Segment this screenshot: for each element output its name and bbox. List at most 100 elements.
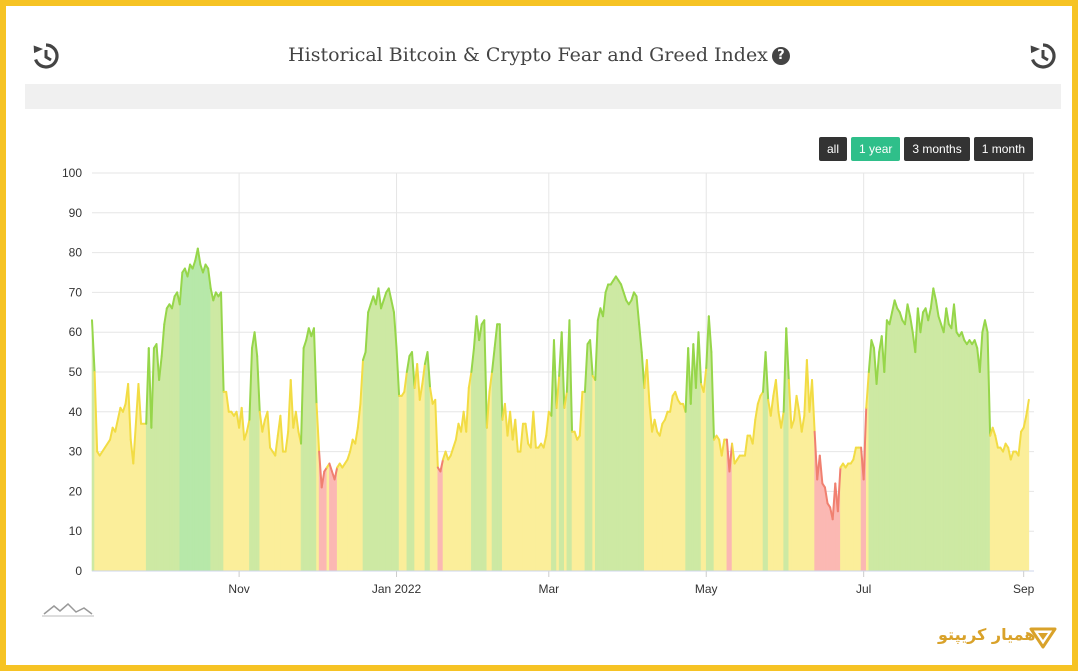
line-segment xyxy=(121,402,127,413)
line-segment xyxy=(978,331,984,373)
area-segment xyxy=(176,292,181,572)
line-segment xyxy=(364,311,370,354)
line-segment xyxy=(483,319,488,429)
line-segment xyxy=(669,394,674,413)
area-segment xyxy=(455,423,459,572)
line-segment xyxy=(245,418,251,433)
area-segment xyxy=(576,434,581,572)
area-segment xyxy=(463,411,467,572)
page-title: Historical Bitcoin & Crypto Fear and Gre… xyxy=(0,44,1078,66)
area-segment xyxy=(961,332,965,572)
range-button-all[interactable]: all xyxy=(819,137,848,161)
area-segment xyxy=(473,316,477,572)
area-segment xyxy=(298,431,302,572)
y-tick-label: 50 xyxy=(69,365,83,379)
line-segment xyxy=(568,319,574,433)
line-segment xyxy=(645,359,651,405)
area-segment xyxy=(445,451,449,572)
area-segment xyxy=(197,248,201,572)
line-segment xyxy=(418,382,424,401)
line-segment xyxy=(532,410,537,449)
range-button-1-year[interactable]: 1 year xyxy=(851,137,901,161)
area-segment xyxy=(935,300,939,572)
line-segment xyxy=(769,394,775,417)
line-segment xyxy=(638,323,643,354)
area-segment xyxy=(481,319,485,572)
area-segment xyxy=(669,395,673,572)
area-segment xyxy=(643,360,648,572)
area-segment xyxy=(238,407,242,572)
area-segment xyxy=(582,391,586,572)
area-segment xyxy=(623,292,627,572)
area-segment xyxy=(871,340,875,572)
line-segment xyxy=(805,359,811,413)
area-segment xyxy=(437,466,441,572)
line-segment xyxy=(720,438,726,457)
y-tick-label: 40 xyxy=(69,405,83,419)
line-segment xyxy=(377,287,383,310)
line-segment xyxy=(465,386,470,433)
range-button-1-month[interactable]: 1 month xyxy=(973,137,1034,161)
line-segment xyxy=(220,291,225,393)
line-segment xyxy=(421,363,426,385)
line-segment xyxy=(302,339,308,350)
area-segment xyxy=(125,383,129,572)
area-segment xyxy=(997,447,1001,572)
history-icon-right[interactable] xyxy=(1028,41,1058,71)
line-segment xyxy=(439,458,444,473)
area-segment xyxy=(899,312,903,572)
area-segment xyxy=(842,462,846,572)
area-segment xyxy=(228,411,232,572)
line-segment xyxy=(434,398,439,469)
mini-chart-icon[interactable] xyxy=(42,600,94,618)
area-segment xyxy=(120,406,124,572)
area-segment xyxy=(442,451,446,572)
area-segment xyxy=(1015,450,1019,572)
line-segment xyxy=(867,339,873,373)
area-segment xyxy=(264,411,268,572)
line-segment xyxy=(707,315,713,354)
gem-logo-icon xyxy=(1029,627,1057,649)
y-tick-label: 100 xyxy=(62,166,82,180)
line-segment xyxy=(893,299,899,310)
range-button-3-months[interactable]: 3 months xyxy=(904,137,970,161)
line-segment xyxy=(191,259,197,270)
line-segment xyxy=(426,351,432,389)
area-segment xyxy=(971,339,975,572)
line-segment xyxy=(449,446,455,457)
history-icon[interactable] xyxy=(31,41,61,71)
area-segment xyxy=(798,411,803,572)
line-segment xyxy=(478,323,483,342)
area-segment xyxy=(367,304,372,572)
area-segment xyxy=(373,296,377,572)
line-segment xyxy=(702,367,708,393)
area-segment xyxy=(780,411,784,572)
area-segment xyxy=(674,391,679,572)
area-segment xyxy=(749,435,753,572)
area-segment xyxy=(223,391,227,572)
area-segment xyxy=(192,260,196,572)
area-segment xyxy=(982,320,986,572)
area-segment xyxy=(174,291,178,572)
line-segment xyxy=(289,378,295,429)
area-segment xyxy=(742,455,746,572)
area-segment xyxy=(491,348,495,572)
help-icon[interactable]: ? xyxy=(771,47,790,65)
line-segment xyxy=(991,426,997,437)
line-segment xyxy=(390,299,395,314)
line-segment xyxy=(653,418,659,433)
line-segment xyxy=(361,351,367,362)
line-segment xyxy=(284,430,290,453)
line-segment xyxy=(333,466,339,481)
area-segment xyxy=(166,303,170,572)
area-segment xyxy=(574,431,578,572)
line-segment xyxy=(909,315,914,334)
line-segment xyxy=(253,331,259,358)
line-segment xyxy=(470,347,475,373)
area-segment xyxy=(840,462,844,572)
area-segment xyxy=(522,423,526,572)
area-segment xyxy=(721,439,725,572)
line-segment xyxy=(258,410,264,433)
line-segment xyxy=(552,339,558,409)
area-segment xyxy=(272,450,276,572)
